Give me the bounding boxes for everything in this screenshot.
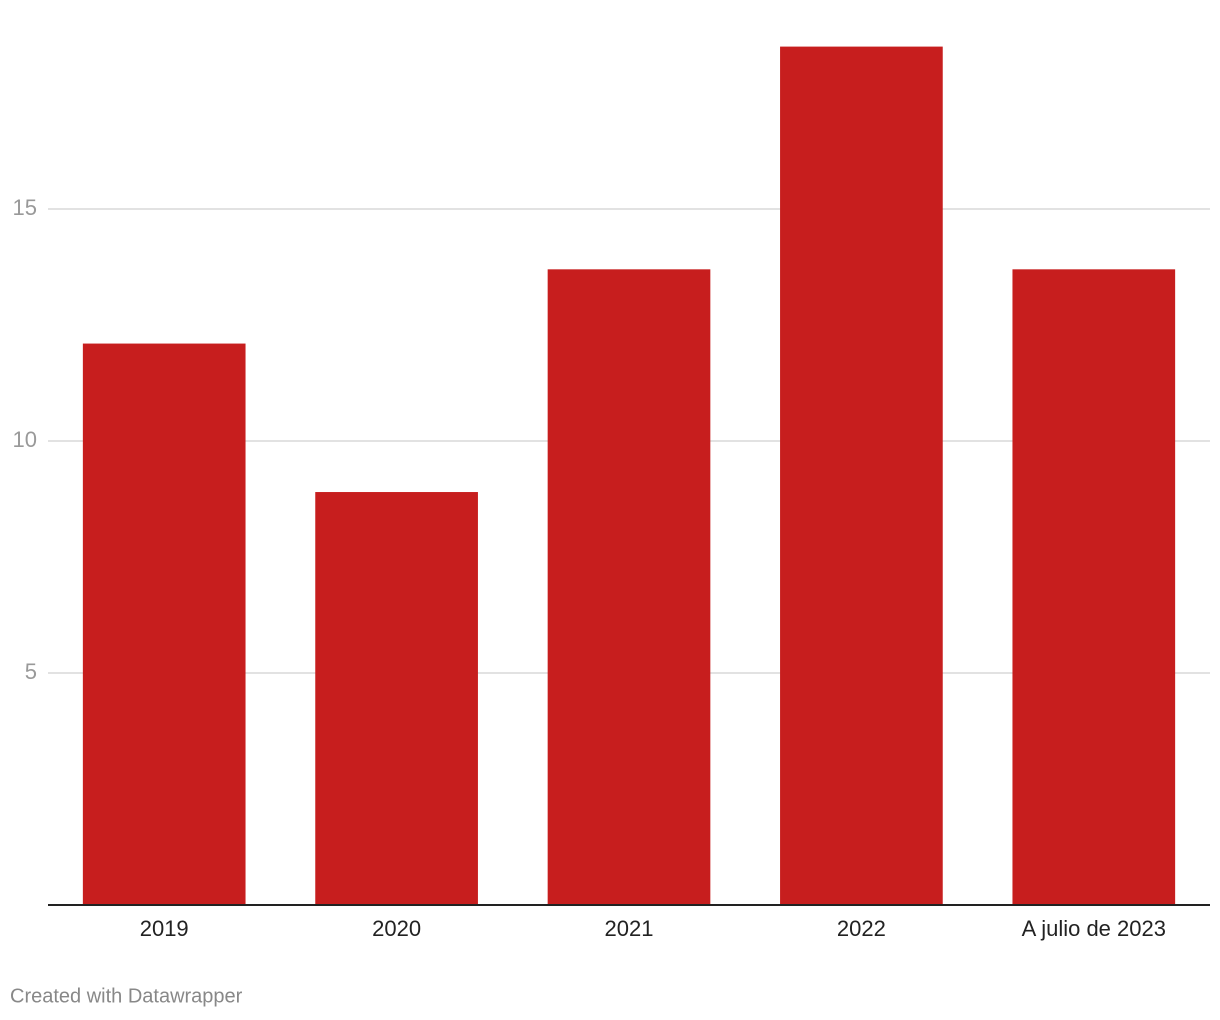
x-tick-label: A julio de 2023	[1022, 916, 1166, 941]
credit: Created with Datawrapper	[10, 985, 243, 1007]
y-tick-label: 10	[13, 427, 37, 452]
x-tick-label: 2019	[140, 916, 189, 941]
bar	[1012, 269, 1176, 905]
y-tick-label: 15	[13, 195, 37, 220]
bar	[82, 343, 246, 905]
bar	[547, 269, 711, 905]
x-tick-label: 2022	[837, 916, 886, 941]
x-tick-label: 2020	[372, 916, 421, 941]
y-tick-label: 5	[25, 659, 37, 684]
bar	[315, 492, 478, 905]
bar	[780, 46, 943, 906]
x-tick-label: 2021	[605, 916, 654, 941]
